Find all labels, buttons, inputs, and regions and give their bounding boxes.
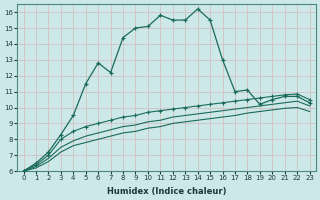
X-axis label: Humidex (Indice chaleur): Humidex (Indice chaleur) <box>107 187 226 196</box>
